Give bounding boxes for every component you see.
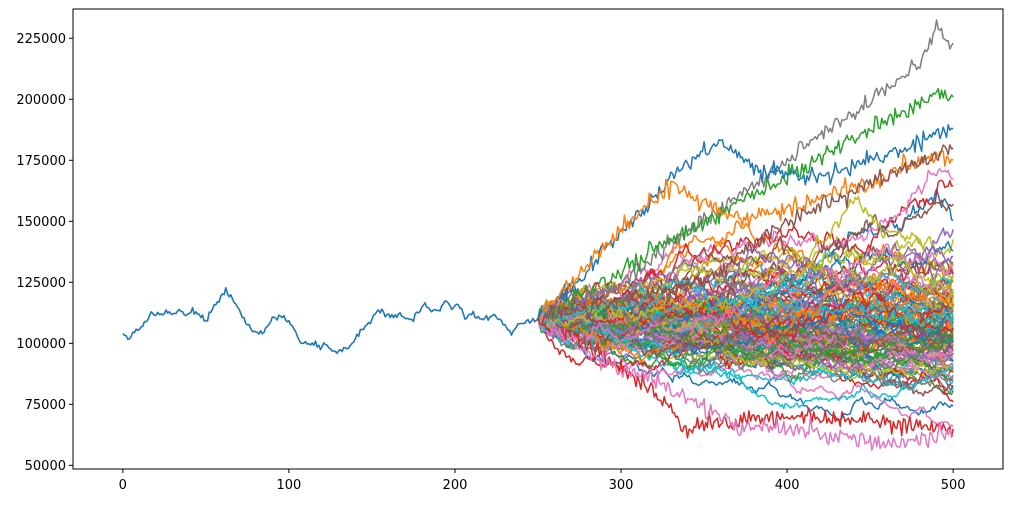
x-tick-label: 400 — [775, 478, 800, 493]
simulated-path — [537, 144, 954, 326]
simulated-path — [537, 312, 954, 371]
y-tick-label: 200000 — [16, 93, 66, 108]
x-tick-label: 200 — [443, 478, 468, 493]
simulated-path — [537, 179, 954, 323]
simulated-path — [537, 259, 954, 332]
y-tick-label: 125000 — [16, 276, 66, 291]
simulated-path — [537, 299, 954, 390]
x-axis: 0 100 200 300 400 500 — [119, 469, 966, 493]
y-tick-label: 225000 — [16, 32, 66, 47]
simulated-path — [537, 318, 954, 381]
simulated-path — [537, 313, 954, 359]
simulated-path — [537, 150, 954, 326]
y-axis: 50000 75000 100000 125000 150000 175000 200000… — [16, 32, 73, 474]
x-tick-label: 300 — [609, 478, 634, 493]
plot-frame — [72, 8, 1004, 470]
series-layer — [122, 19, 954, 451]
simulated-path — [537, 87, 954, 325]
x-tick-label: 500 — [941, 478, 966, 493]
y-tick-label: 50000 — [25, 459, 66, 474]
x-tick-label: 0 — [119, 478, 127, 493]
simulated-path — [537, 299, 954, 334]
x-tick-label: 100 — [276, 478, 301, 493]
simulated-path — [537, 317, 954, 410]
simulated-path — [537, 19, 954, 323]
simulated-path — [537, 290, 954, 342]
simulated-path — [537, 248, 954, 321]
y-tick-label: 75000 — [25, 398, 66, 413]
simulated-path — [537, 312, 954, 451]
simulated-path — [537, 318, 954, 389]
simulated-path — [537, 243, 954, 345]
history-line — [122, 286, 539, 355]
simulated-path — [537, 301, 954, 366]
y-tick-label: 100000 — [16, 337, 66, 352]
y-tick-label: 150000 — [16, 215, 66, 230]
y-tick-label: 175000 — [16, 154, 66, 169]
